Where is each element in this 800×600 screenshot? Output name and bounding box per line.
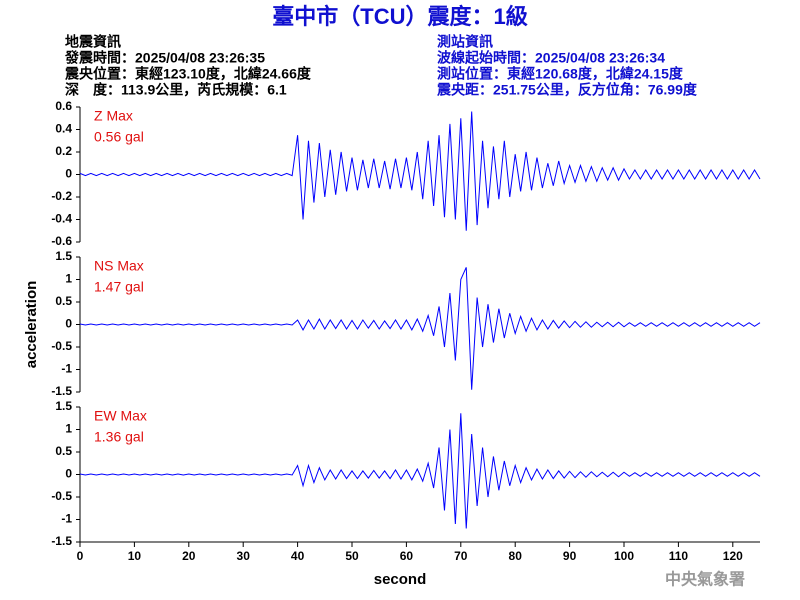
y-tick-label: -0.2 xyxy=(51,189,72,203)
y-tick-label: -1 xyxy=(61,512,72,526)
y-tick-label: 0.5 xyxy=(55,444,72,458)
component-label: Z Max xyxy=(94,108,133,124)
x-tick-label: 20 xyxy=(182,549,196,563)
event-info: 發震時間：2025/04/08 23:26:35 xyxy=(64,50,265,66)
y-tick-label: 1.5 xyxy=(55,249,72,263)
station-info: 波線起始時間：2025/04/08 23:26:34 xyxy=(437,50,665,66)
waveform xyxy=(79,267,761,390)
component-label: EW Max xyxy=(94,408,147,424)
y-tick-label: 1 xyxy=(65,422,72,436)
y-tick-label: -1.5 xyxy=(51,534,72,548)
y-tick-label: 1 xyxy=(65,272,72,286)
x-tick-label: 0 xyxy=(77,549,84,563)
x-tick-label: 10 xyxy=(128,549,142,563)
y-axis-label: acceleration xyxy=(23,281,40,369)
y-tick-label: 0.6 xyxy=(55,99,72,113)
y-tick-label: 0.2 xyxy=(55,144,72,158)
agency-mark: 中央氣象署 xyxy=(665,570,745,589)
y-tick-label: 0 xyxy=(65,317,72,331)
y-tick-label: 1.5 xyxy=(55,399,72,413)
x-tick-label: 110 xyxy=(669,549,689,563)
x-tick-label: 30 xyxy=(237,549,251,563)
station-info: 測站位置：東經120.68度，北緯24.15度 xyxy=(437,66,684,82)
x-tick-label: 70 xyxy=(454,549,468,563)
y-tick-label: 0.4 xyxy=(55,122,72,136)
x-tick-label: 40 xyxy=(291,549,305,563)
y-tick-label: -0.5 xyxy=(51,339,72,353)
component-label: NS Max xyxy=(94,258,144,274)
x-tick-label: 50 xyxy=(345,549,359,563)
y-tick-label: -1.5 xyxy=(51,384,72,398)
waveform xyxy=(79,413,761,529)
waveform xyxy=(79,111,761,231)
x-tick-label: 90 xyxy=(563,549,577,563)
x-tick-label: 60 xyxy=(400,549,414,563)
x-tick-label: 120 xyxy=(723,549,743,563)
y-tick-label: -0.4 xyxy=(51,212,72,226)
event-info: 深 度：113.9公里，芮氏規模：6.1 xyxy=(65,82,287,98)
event-info: 地震資訊 xyxy=(65,34,121,50)
x-tick-label: 80 xyxy=(509,549,523,563)
max-annotation: 0.56 gal xyxy=(94,129,144,145)
y-tick-label: -1 xyxy=(61,362,72,376)
y-tick-label: -0.6 xyxy=(51,234,72,248)
max-annotation: 1.47 gal xyxy=(94,279,144,295)
y-tick-label: 0 xyxy=(65,167,72,181)
event-info: 震央位置：東經123.10度，北緯24.66度 xyxy=(64,66,312,82)
page-title: 臺中市（TCU）震度：1級 xyxy=(272,4,527,29)
y-tick-label: -0.5 xyxy=(51,489,72,503)
x-tick-label: 100 xyxy=(614,549,634,563)
y-tick-label: 0.5 xyxy=(55,294,72,308)
x-axis-label: second xyxy=(374,571,427,588)
station-info: 震央距：251.75公里，反方位角：76.99度 xyxy=(436,82,698,98)
max-annotation: 1.36 gal xyxy=(94,429,144,445)
y-tick-label: 0 xyxy=(65,467,72,481)
station-info: 測站資訊 xyxy=(437,34,493,50)
